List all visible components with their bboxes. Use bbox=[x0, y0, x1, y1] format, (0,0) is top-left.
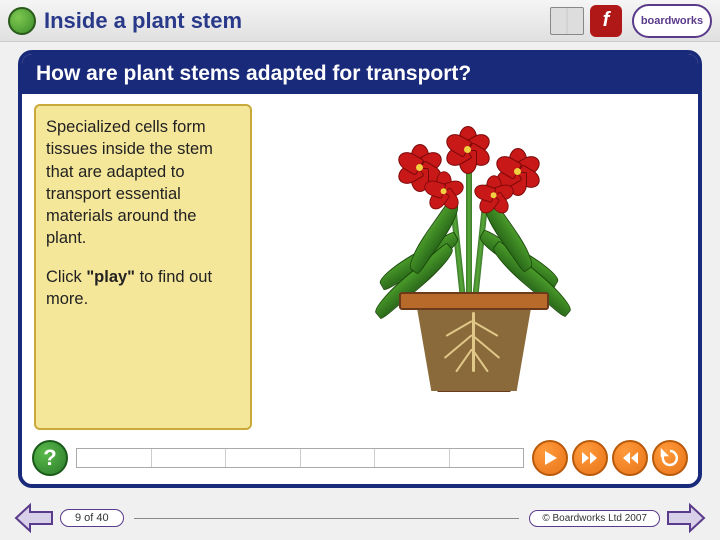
globe-icon bbox=[8, 7, 36, 35]
plant-pot bbox=[399, 292, 549, 412]
footer-divider bbox=[134, 518, 520, 519]
flower-icon bbox=[425, 171, 462, 208]
question-heading: How are plant stems adapted for transpor… bbox=[22, 54, 698, 94]
flower-icon bbox=[475, 175, 512, 212]
nav-buttons bbox=[532, 440, 688, 476]
header-icons: f boardworks bbox=[550, 4, 712, 38]
progress-track[interactable] bbox=[76, 448, 524, 468]
top-header: Inside a plant stem f boardworks bbox=[0, 0, 720, 42]
boardworks-logo: boardworks bbox=[632, 4, 712, 38]
play-icon bbox=[540, 448, 560, 468]
controls-bar: ? bbox=[22, 436, 698, 480]
flower-icon bbox=[446, 126, 490, 170]
reset-icon bbox=[660, 448, 680, 468]
help-button[interactable]: ? bbox=[32, 440, 68, 476]
book-icon[interactable] bbox=[550, 7, 584, 35]
fast-forward-icon bbox=[580, 448, 600, 468]
paragraph-1: Specialized cells form tissues inside th… bbox=[46, 116, 240, 250]
next-slide-button[interactable] bbox=[666, 502, 706, 534]
prev-slide-button[interactable] bbox=[14, 502, 54, 534]
p2-bold: "play" bbox=[86, 268, 135, 286]
paragraph-2: Click "play" to find out more. bbox=[46, 266, 240, 311]
slide-title: Inside a plant stem bbox=[44, 8, 550, 34]
info-text-box: Specialized cells form tissues inside th… bbox=[34, 104, 252, 430]
content-area: Specialized cells form tissues inside th… bbox=[22, 94, 698, 436]
rewind-button[interactable] bbox=[612, 440, 648, 476]
fast-forward-button[interactable] bbox=[572, 440, 608, 476]
play-button[interactable] bbox=[532, 440, 568, 476]
reset-button[interactable] bbox=[652, 440, 688, 476]
rewind-icon bbox=[620, 448, 640, 468]
footer: 9 of 40 © Boardworks Ltd 2007 bbox=[0, 496, 720, 540]
main-panel: How are plant stems adapted for transpor… bbox=[18, 50, 702, 488]
p2-pre: Click bbox=[46, 268, 86, 286]
copyright-label: © Boardworks Ltd 2007 bbox=[529, 510, 660, 527]
plant-illustration bbox=[262, 104, 686, 430]
roots-icon bbox=[435, 312, 513, 385]
flash-icon: f bbox=[590, 5, 622, 37]
page-indicator: 9 of 40 bbox=[60, 509, 124, 527]
plant-stems bbox=[404, 162, 544, 302]
